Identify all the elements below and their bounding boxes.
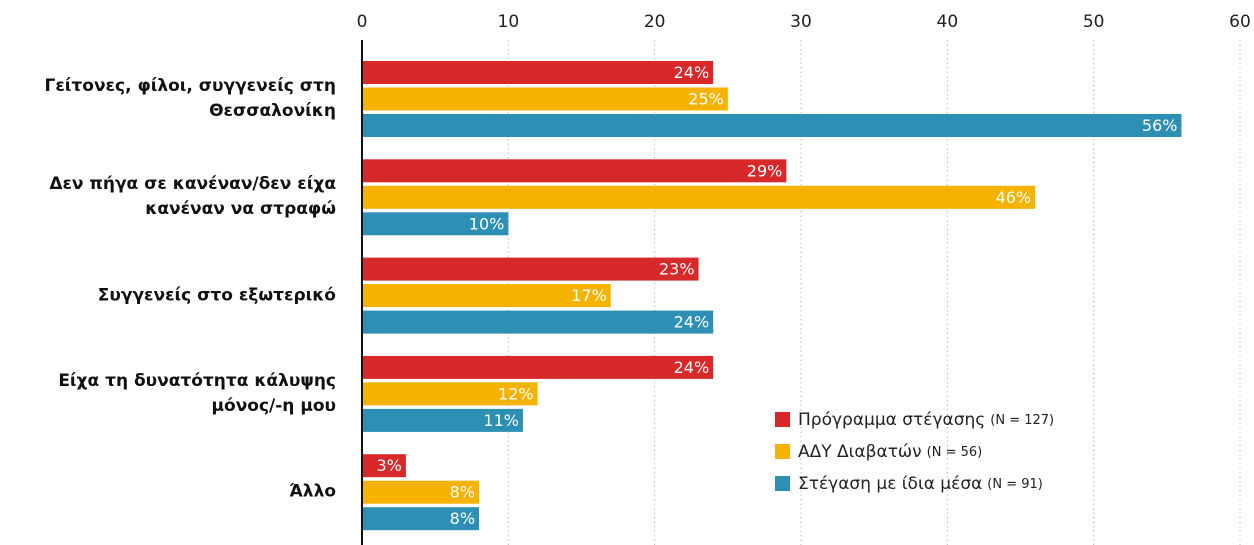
- category-label: Είχα τη δυνατότητα κάλυψης μόνος/-η μου: [58, 370, 336, 416]
- bar: [362, 382, 538, 406]
- legend-swatch: [775, 444, 790, 459]
- bar: [362, 454, 406, 478]
- value-label: 10%: [469, 214, 505, 233]
- bar: [362, 408, 523, 432]
- legend-n: (N = 127): [990, 413, 1054, 428]
- legend-entry: Στέγαση με ίδια μέσα (N = 91): [798, 474, 1043, 494]
- bar: [362, 185, 1036, 209]
- value-label: 56%: [1142, 116, 1178, 135]
- x-tick-label: 10: [498, 12, 520, 32]
- legend-n: (N = 91): [987, 477, 1043, 492]
- legend-swatch: [775, 476, 790, 491]
- value-label: 24%: [674, 358, 710, 377]
- bar: [362, 87, 728, 111]
- x-tick-label: 60: [1229, 12, 1251, 32]
- bar: [362, 257, 699, 281]
- value-label: 24%: [674, 63, 710, 82]
- value-label: 8%: [450, 483, 475, 502]
- bar: [362, 284, 611, 308]
- value-label: 25%: [688, 90, 724, 109]
- value-label: 11%: [483, 411, 519, 430]
- value-label: 29%: [747, 161, 783, 180]
- legend: Πρόγραμμα στέγασης (N = 127) ΑΔΥ Διαβατών (…: [775, 410, 1054, 494]
- value-label: 46%: [996, 188, 1032, 207]
- category-label: Γείτονες, φίλοι, συγγενείς στη Θεσσαλονί…: [44, 76, 337, 121]
- bar: [362, 355, 714, 379]
- category-label: Άλλο: [289, 481, 336, 502]
- value-label: 17%: [571, 286, 607, 305]
- category-label: Δεν πήγα σε κανέναν/δεν είχα κανέναν να …: [49, 174, 336, 220]
- bar: [362, 507, 480, 531]
- value-label: 3%: [377, 456, 402, 475]
- bar: [362, 212, 509, 236]
- legend-swatch: [775, 412, 790, 427]
- legend-entry: Πρόγραμμα στέγασης (N = 127): [798, 410, 1054, 430]
- legend-name: ΑΔΥ Διαβατών: [798, 442, 922, 462]
- legend-name: Στέγαση με ίδια μέσα: [798, 474, 982, 494]
- x-tick-label: 0: [357, 12, 368, 32]
- bar: [362, 61, 714, 84]
- x-tick-label: 20: [644, 12, 666, 32]
- x-tick-label: 30: [790, 12, 812, 32]
- value-label: 24%: [674, 313, 710, 332]
- legend-entry: ΑΔΥ Διαβατών (N = 56): [798, 442, 982, 462]
- bar: [362, 310, 714, 334]
- legend-n: (N = 56): [927, 445, 983, 460]
- value-label: 12%: [498, 384, 534, 403]
- value-label: 8%: [450, 509, 475, 528]
- bar: [362, 480, 480, 504]
- bar: [362, 114, 1182, 137]
- category-label: Συγγενείς στο εξωτερικό: [97, 285, 336, 306]
- x-tick-label: 40: [937, 12, 959, 32]
- legend-name: Πρόγραμμα στέγασης: [798, 410, 985, 430]
- x-tick-label: 50: [1083, 12, 1105, 32]
- value-label: 23%: [659, 260, 695, 279]
- bar: [362, 159, 787, 183]
